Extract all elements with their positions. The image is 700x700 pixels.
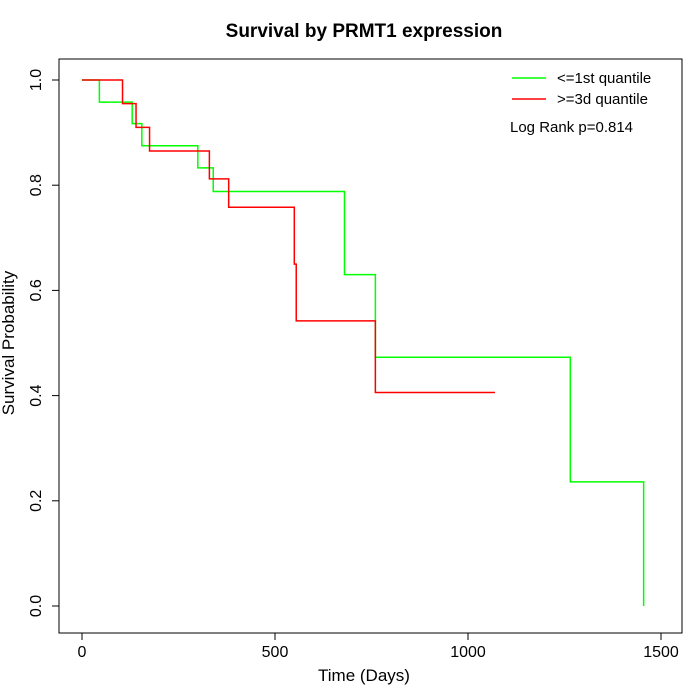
series-layer [82, 79, 645, 606]
y-tick-label: 0.4 [28, 384, 45, 406]
legend: <=1st quantile >=3d quantile [512, 70, 651, 108]
legend-label-2: >=3d quantile [557, 91, 648, 108]
y-tick-label: 0.0 [28, 595, 45, 617]
y-tick-label: 1.0 [28, 69, 45, 91]
log-rank-annotation: Log Rank p=0.814 [510, 119, 633, 136]
y-tick-label: 0.2 [28, 490, 45, 512]
y-tick-label: 0.8 [28, 174, 45, 196]
series-line-1 [82, 79, 645, 606]
x-axis: 0 500 1000 1500 [78, 632, 679, 661]
x-tick-label: 0 [78, 644, 87, 661]
x-tick-label: 1000 [450, 644, 486, 661]
x-tick-label: 1500 [643, 644, 679, 661]
x-axis-label: Time (Days) [318, 666, 410, 685]
x-tick-label: 500 [262, 644, 289, 661]
series-line-2 [82, 79, 496, 394]
y-tick-label: 0.6 [28, 279, 45, 301]
y-axis: 0.0 0.2 0.4 0.6 0.8 1.0 [28, 69, 60, 617]
chart-title: Survival by PRMT1 expression [226, 21, 503, 42]
y-axis-label: Survival Probability [0, 270, 18, 415]
legend-label-1: <=1st quantile [557, 70, 651, 87]
